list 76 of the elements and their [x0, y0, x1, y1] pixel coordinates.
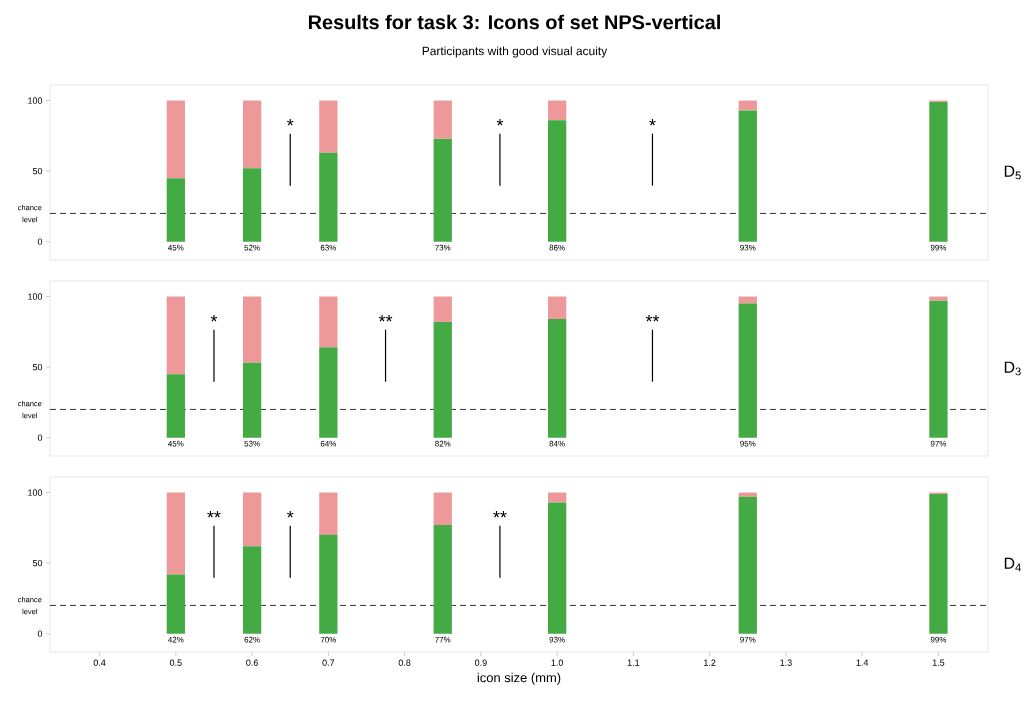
- bar: [738, 296, 757, 304]
- y-tick-label: 50: [32, 167, 43, 175]
- bar: [242, 296, 262, 363]
- x-tick-label: 1.4: [856, 659, 869, 666]
- x-tick-label: 0.7: [322, 659, 335, 666]
- bar: [242, 168, 262, 242]
- bar: [433, 100, 452, 139]
- bar: [547, 296, 567, 320]
- x-tick-label: 0.9: [474, 659, 487, 666]
- bar: [547, 492, 567, 503]
- bar: [242, 546, 262, 634]
- bar: [433, 296, 452, 322]
- bar: [166, 100, 185, 179]
- bar: [547, 100, 567, 121]
- y-axis-title: D$_{4}$: [1004, 557, 1021, 572]
- bar: [738, 492, 757, 497]
- bar: [929, 296, 948, 301]
- y-tick-label: 50: [32, 363, 43, 371]
- bar: [166, 178, 185, 242]
- bar: [433, 492, 452, 525]
- annotation: *: [287, 119, 294, 126]
- annotation: *: [210, 315, 218, 322]
- x-tick-label: 1.1: [627, 659, 640, 666]
- chart-title: Results for task 3: Icons of set NPS-vertical: [308, 14, 720, 30]
- annotation: **: [378, 315, 393, 322]
- annotation: *: [287, 511, 294, 518]
- annotation: **: [645, 315, 660, 322]
- bar: [738, 110, 757, 242]
- annotation: **: [207, 511, 221, 518]
- y-axis-title: D$_{3}$: [1004, 361, 1021, 376]
- y-tick-label: 100: [28, 489, 43, 496]
- bar: [319, 152, 338, 242]
- bar: [929, 300, 948, 438]
- x-tick-label: 1.0: [551, 659, 564, 666]
- y-tick-label: 0: [37, 434, 43, 441]
- bar: [242, 362, 262, 438]
- y-axis-title: D$_{5}$: [1004, 165, 1021, 180]
- bar: [433, 524, 452, 634]
- bar: [166, 374, 185, 438]
- y-tick-label: 0: [37, 238, 43, 245]
- bar: [547, 120, 567, 242]
- x-tick-label: 0.4: [93, 659, 106, 666]
- bar: [319, 100, 338, 153]
- bar: [166, 296, 185, 375]
- x-tick-label: 0.5: [169, 659, 182, 666]
- bar: [738, 303, 757, 438]
- y-tick-label: 100: [28, 293, 43, 300]
- y-tick-label: 0: [37, 630, 43, 637]
- bar: [242, 100, 262, 169]
- x-tick-label: 0.6: [246, 659, 258, 666]
- x-tick-label: 1.3: [780, 659, 792, 666]
- bar: [319, 347, 338, 438]
- annotation: **: [493, 511, 507, 518]
- x-axis-title: icon size (mm): [477, 672, 561, 685]
- x-tick-label: 1.5: [932, 659, 945, 666]
- bar: [242, 492, 262, 547]
- annotation: *: [496, 119, 504, 126]
- bar: [319, 534, 338, 634]
- bar: [738, 496, 757, 634]
- y-tick-label: 100: [28, 97, 43, 104]
- bar: [319, 492, 338, 535]
- chart-subtitle: Participants with good visual acuity: [422, 46, 608, 58]
- bar: [166, 574, 185, 634]
- bar: [929, 493, 948, 634]
- bar: [319, 296, 338, 348]
- bar: [547, 319, 567, 438]
- annotation: *: [649, 119, 656, 126]
- bar: [166, 492, 185, 575]
- bar: [738, 100, 757, 111]
- x-tick-label: 0.8: [398, 659, 411, 666]
- bar: [547, 502, 567, 634]
- y-tick-label: 50: [32, 559, 43, 567]
- bar: [433, 321, 452, 438]
- bar: [433, 138, 452, 242]
- x-tick-label: 1.2: [704, 659, 716, 666]
- bar: [929, 101, 948, 242]
